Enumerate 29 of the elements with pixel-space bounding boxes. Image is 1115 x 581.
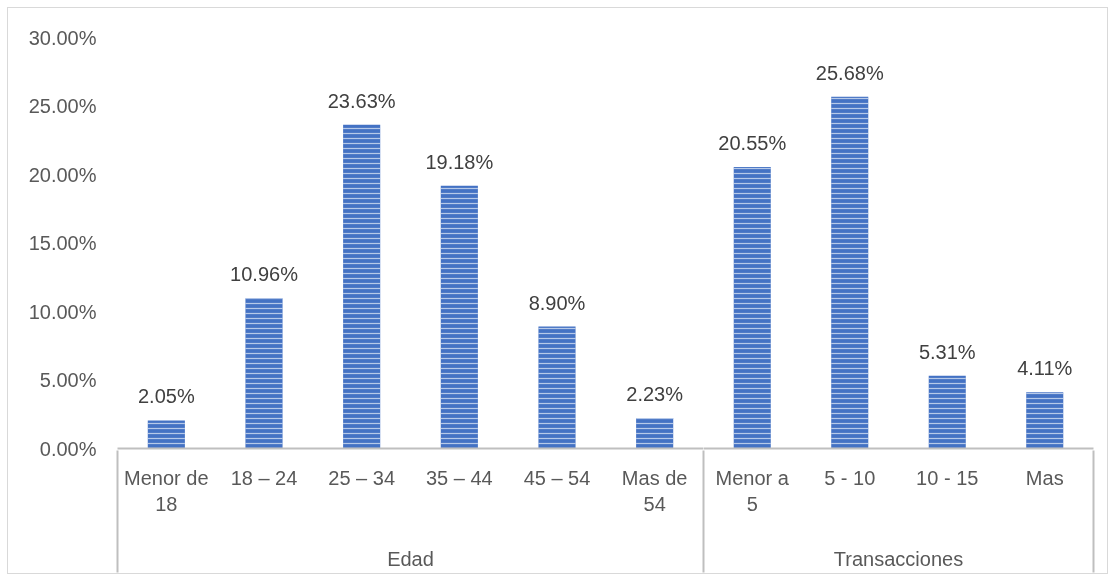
x-tick-label: 5 - 10 xyxy=(824,466,876,489)
data-label: 19.18% xyxy=(425,150,494,173)
y-tick-label: 20.00% xyxy=(28,163,97,186)
data-label: 4.11% xyxy=(1017,357,1073,380)
data-label: 2.23% xyxy=(626,382,684,405)
data-label: 5.31% xyxy=(918,340,976,363)
x-axis-title: Transacciones xyxy=(833,547,964,570)
x-tick-label: 25 – 34 xyxy=(328,466,396,489)
x-tick-label: 45 – 54 xyxy=(523,466,591,489)
y-tick-label: 30.00% xyxy=(28,26,97,49)
y-tick-label: 15.00% xyxy=(28,232,97,254)
x-tick-label: 10 - 15 xyxy=(916,466,979,489)
data-label: 23.63% xyxy=(327,89,396,112)
data-label: 25.68% xyxy=(815,61,884,84)
x-axis-title: Edad xyxy=(387,547,434,570)
data-label: 2.05% xyxy=(137,385,195,408)
y-tick-label: 5.00% xyxy=(39,369,97,391)
x-tick-label: Menor a 5 xyxy=(715,466,790,515)
x-tick-label: Mas de 54 xyxy=(621,466,688,515)
y-tick-label: 25.00% xyxy=(28,95,97,117)
x-tick-label: 35 – 44 xyxy=(425,466,493,489)
y-tick-label: 10.00% xyxy=(28,300,97,323)
data-label: 8.90% xyxy=(528,291,586,314)
data-label: 20.55% xyxy=(718,131,787,154)
x-tick-label: Menor de 18 xyxy=(124,466,209,515)
x-tick-label: Mas xyxy=(1025,466,1064,489)
y-tick-label: 0.00% xyxy=(39,437,97,460)
data-label: 10.96% xyxy=(230,263,299,286)
x-tick-label: 18 – 24 xyxy=(230,466,298,489)
